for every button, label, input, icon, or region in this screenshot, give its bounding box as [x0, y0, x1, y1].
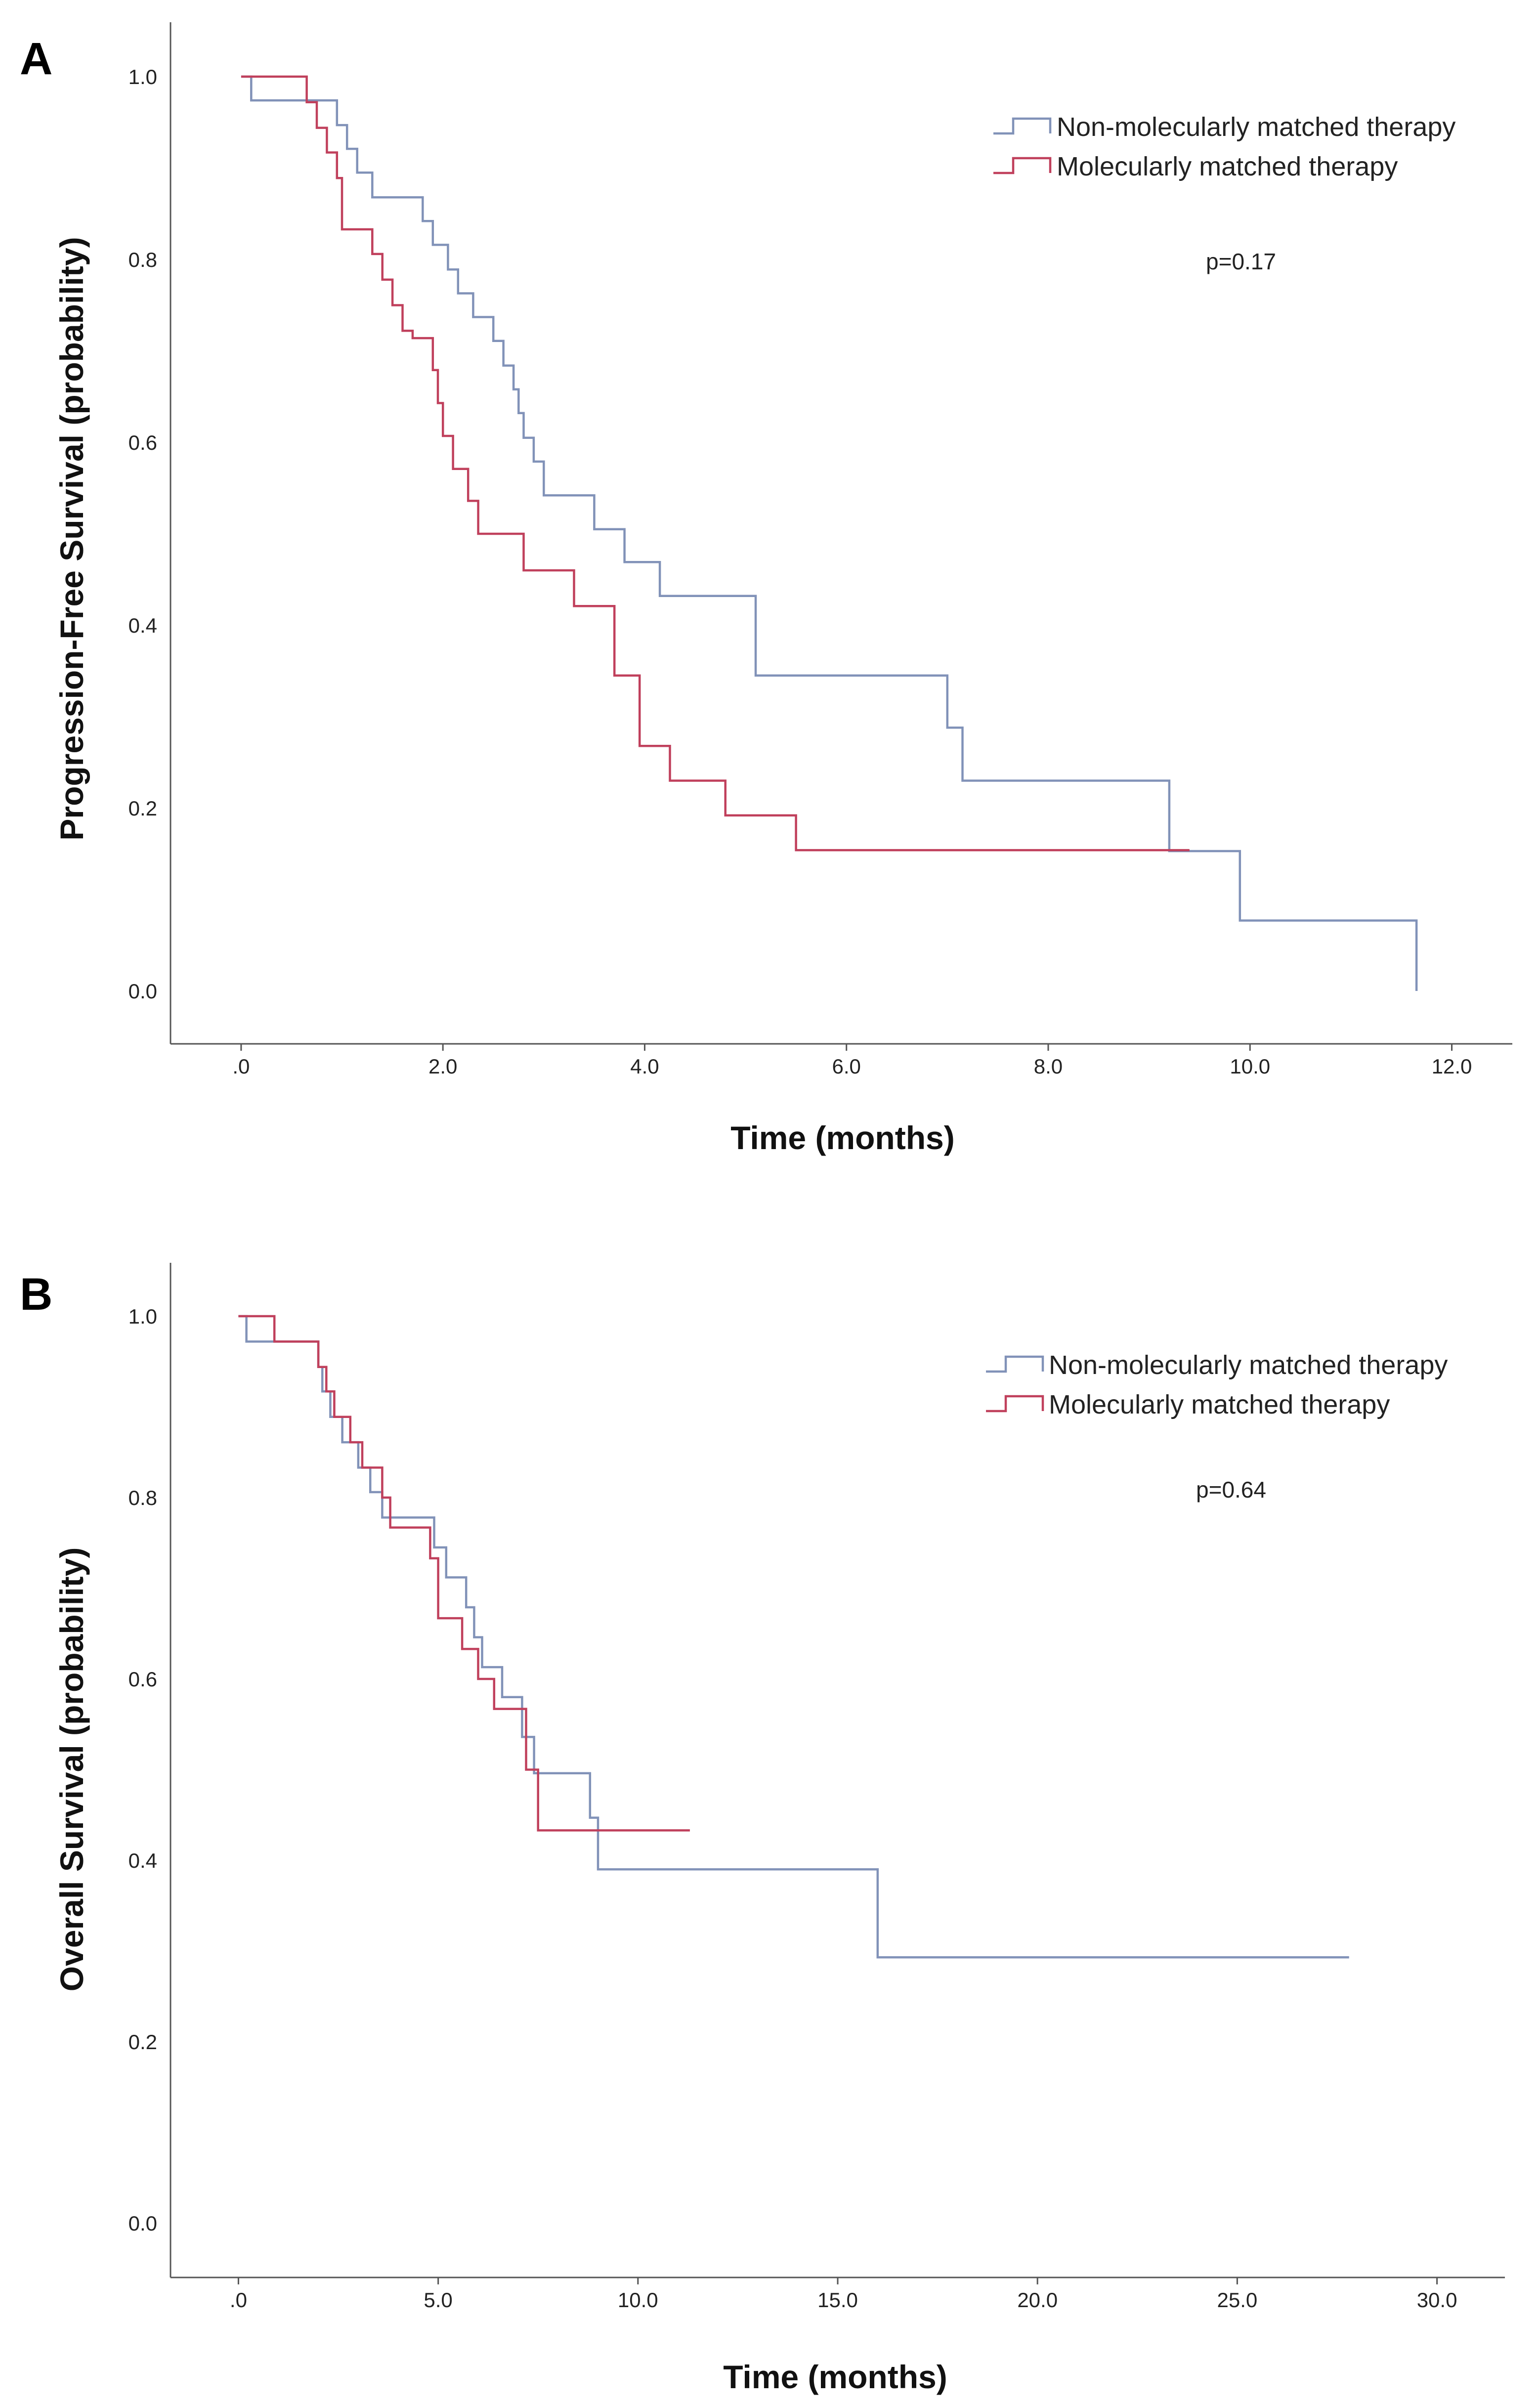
panel-a-x-tick-label: 8.0 [1034, 1055, 1063, 1078]
panel-b-y-axis-title: Overall Survival (probability) [53, 1547, 90, 1992]
panel-a-pfs-chart: A .0 2.0 4.0 6.0 8.0 10.0 12.0 0.0 0.2 0.4 0.6 0.8 1… [20, 22, 1512, 1156]
panel-a-x-tick-label: 2.0 [428, 1055, 457, 1078]
panel-b-legend-symbol-non-matched [986, 1355, 1044, 1373]
panel-b-x-tick-label: 10.0 [618, 2288, 658, 2312]
panel-b-x-tick-label: 20.0 [1017, 2288, 1058, 2312]
panel-b-x-tick-label: .0 [230, 2288, 247, 2312]
panel-a-x-tick-label: 6.0 [832, 1055, 861, 1078]
panel-a-legend-symbol-non-matched [993, 117, 1052, 135]
panel-b-y-tick-label: 0.0 [128, 2212, 157, 2235]
panel-b-y-tick-label: 1.0 [128, 1305, 157, 1328]
panel-b-ticks: .0 5.0 10.0 15.0 20.0 25.0 30.0 0.0 0.2 0.4 0.6 0.8… [128, 1305, 1457, 2312]
panel-b-legend: Non-molecularly matched therapy Molecula… [986, 1350, 1448, 1419]
panel-a-p-value: p=0.17 [1206, 249, 1276, 274]
panel-b-y-tick-label: 0.4 [128, 1849, 157, 1872]
panel-b-legend-symbol-matched [986, 1395, 1044, 1413]
panel-b-y-tick-label: 0.8 [128, 1486, 157, 1509]
panel-a-x-tick-label: .0 [232, 1055, 250, 1078]
panel-b-x-tick-label: 25.0 [1217, 2288, 1258, 2312]
panel-a-legend: Non-molecularly matched therapy Molecula… [993, 112, 1455, 181]
panel-b-legend-label-matched: Molecularly matched therapy [1049, 1390, 1390, 1419]
panel-a-series-line-non-matched [241, 75, 1418, 991]
panel-a-ticks: .0 2.0 4.0 6.0 8.0 10.0 12.0 0.0 0.2 0.4 0.6 0.8 1.0 [128, 65, 1472, 1078]
panel-b-x-tick-label: 30.0 [1417, 2288, 1457, 2312]
panel-a-legend-label-matched: Molecularly matched therapy [1057, 152, 1398, 181]
panel-b-x-tick-label: 5.0 [424, 2288, 452, 2312]
panel-b-series-line-matched [238, 1315, 690, 1832]
panel-a-x-tick-label: 10.0 [1230, 1055, 1270, 1078]
panel-a-y-tick-label: 1.0 [128, 65, 157, 88]
panel-b-y-tick-label: 0.2 [128, 2030, 157, 2054]
panel-a-y-tick-label: 0.8 [128, 248, 157, 271]
panel-a-letter: A [20, 34, 52, 84]
panel-a-series-line-matched [241, 75, 1190, 852]
panel-b-series-lines [238, 1315, 1349, 1959]
panel-b-p-value: p=0.64 [1196, 1477, 1266, 1502]
panel-b-legend-label-non-matched: Non-molecularly matched therapy [1049, 1350, 1448, 1380]
panel-a-series-lines [241, 75, 1418, 991]
panel-a-x-tick-label: 4.0 [630, 1055, 659, 1078]
panel-a-y-tick-label: 0.6 [128, 431, 157, 454]
panel-a-legend-label-non-matched: Non-molecularly matched therapy [1057, 112, 1455, 142]
panel-a-y-axis-title: Progression-Free Survival (probability) [53, 237, 90, 840]
panel-b-os-chart: B .0 5.0 10.0 15.0 20.0 25.0 30.0 0.0 0.2 0.4 0.6 0… [20, 1263, 1505, 2395]
panel-b-x-axis-title: Time (months) [723, 2359, 947, 2395]
panel-a-x-axis-title: Time (months) [730, 1119, 954, 1156]
panel-a-x-tick-label: 12.0 [1432, 1055, 1472, 1078]
panel-a-y-tick-label: 0.0 [128, 980, 157, 1003]
panel-a-legend-symbol-matched [993, 157, 1052, 174]
panel-b-y-tick-label: 0.6 [128, 1668, 157, 1691]
panel-a-y-tick-label: 0.4 [128, 614, 157, 637]
panel-a-y-tick-label: 0.2 [128, 797, 157, 820]
panel-b-letter: B [20, 1269, 52, 1320]
panel-b-x-tick-label: 15.0 [817, 2288, 858, 2312]
